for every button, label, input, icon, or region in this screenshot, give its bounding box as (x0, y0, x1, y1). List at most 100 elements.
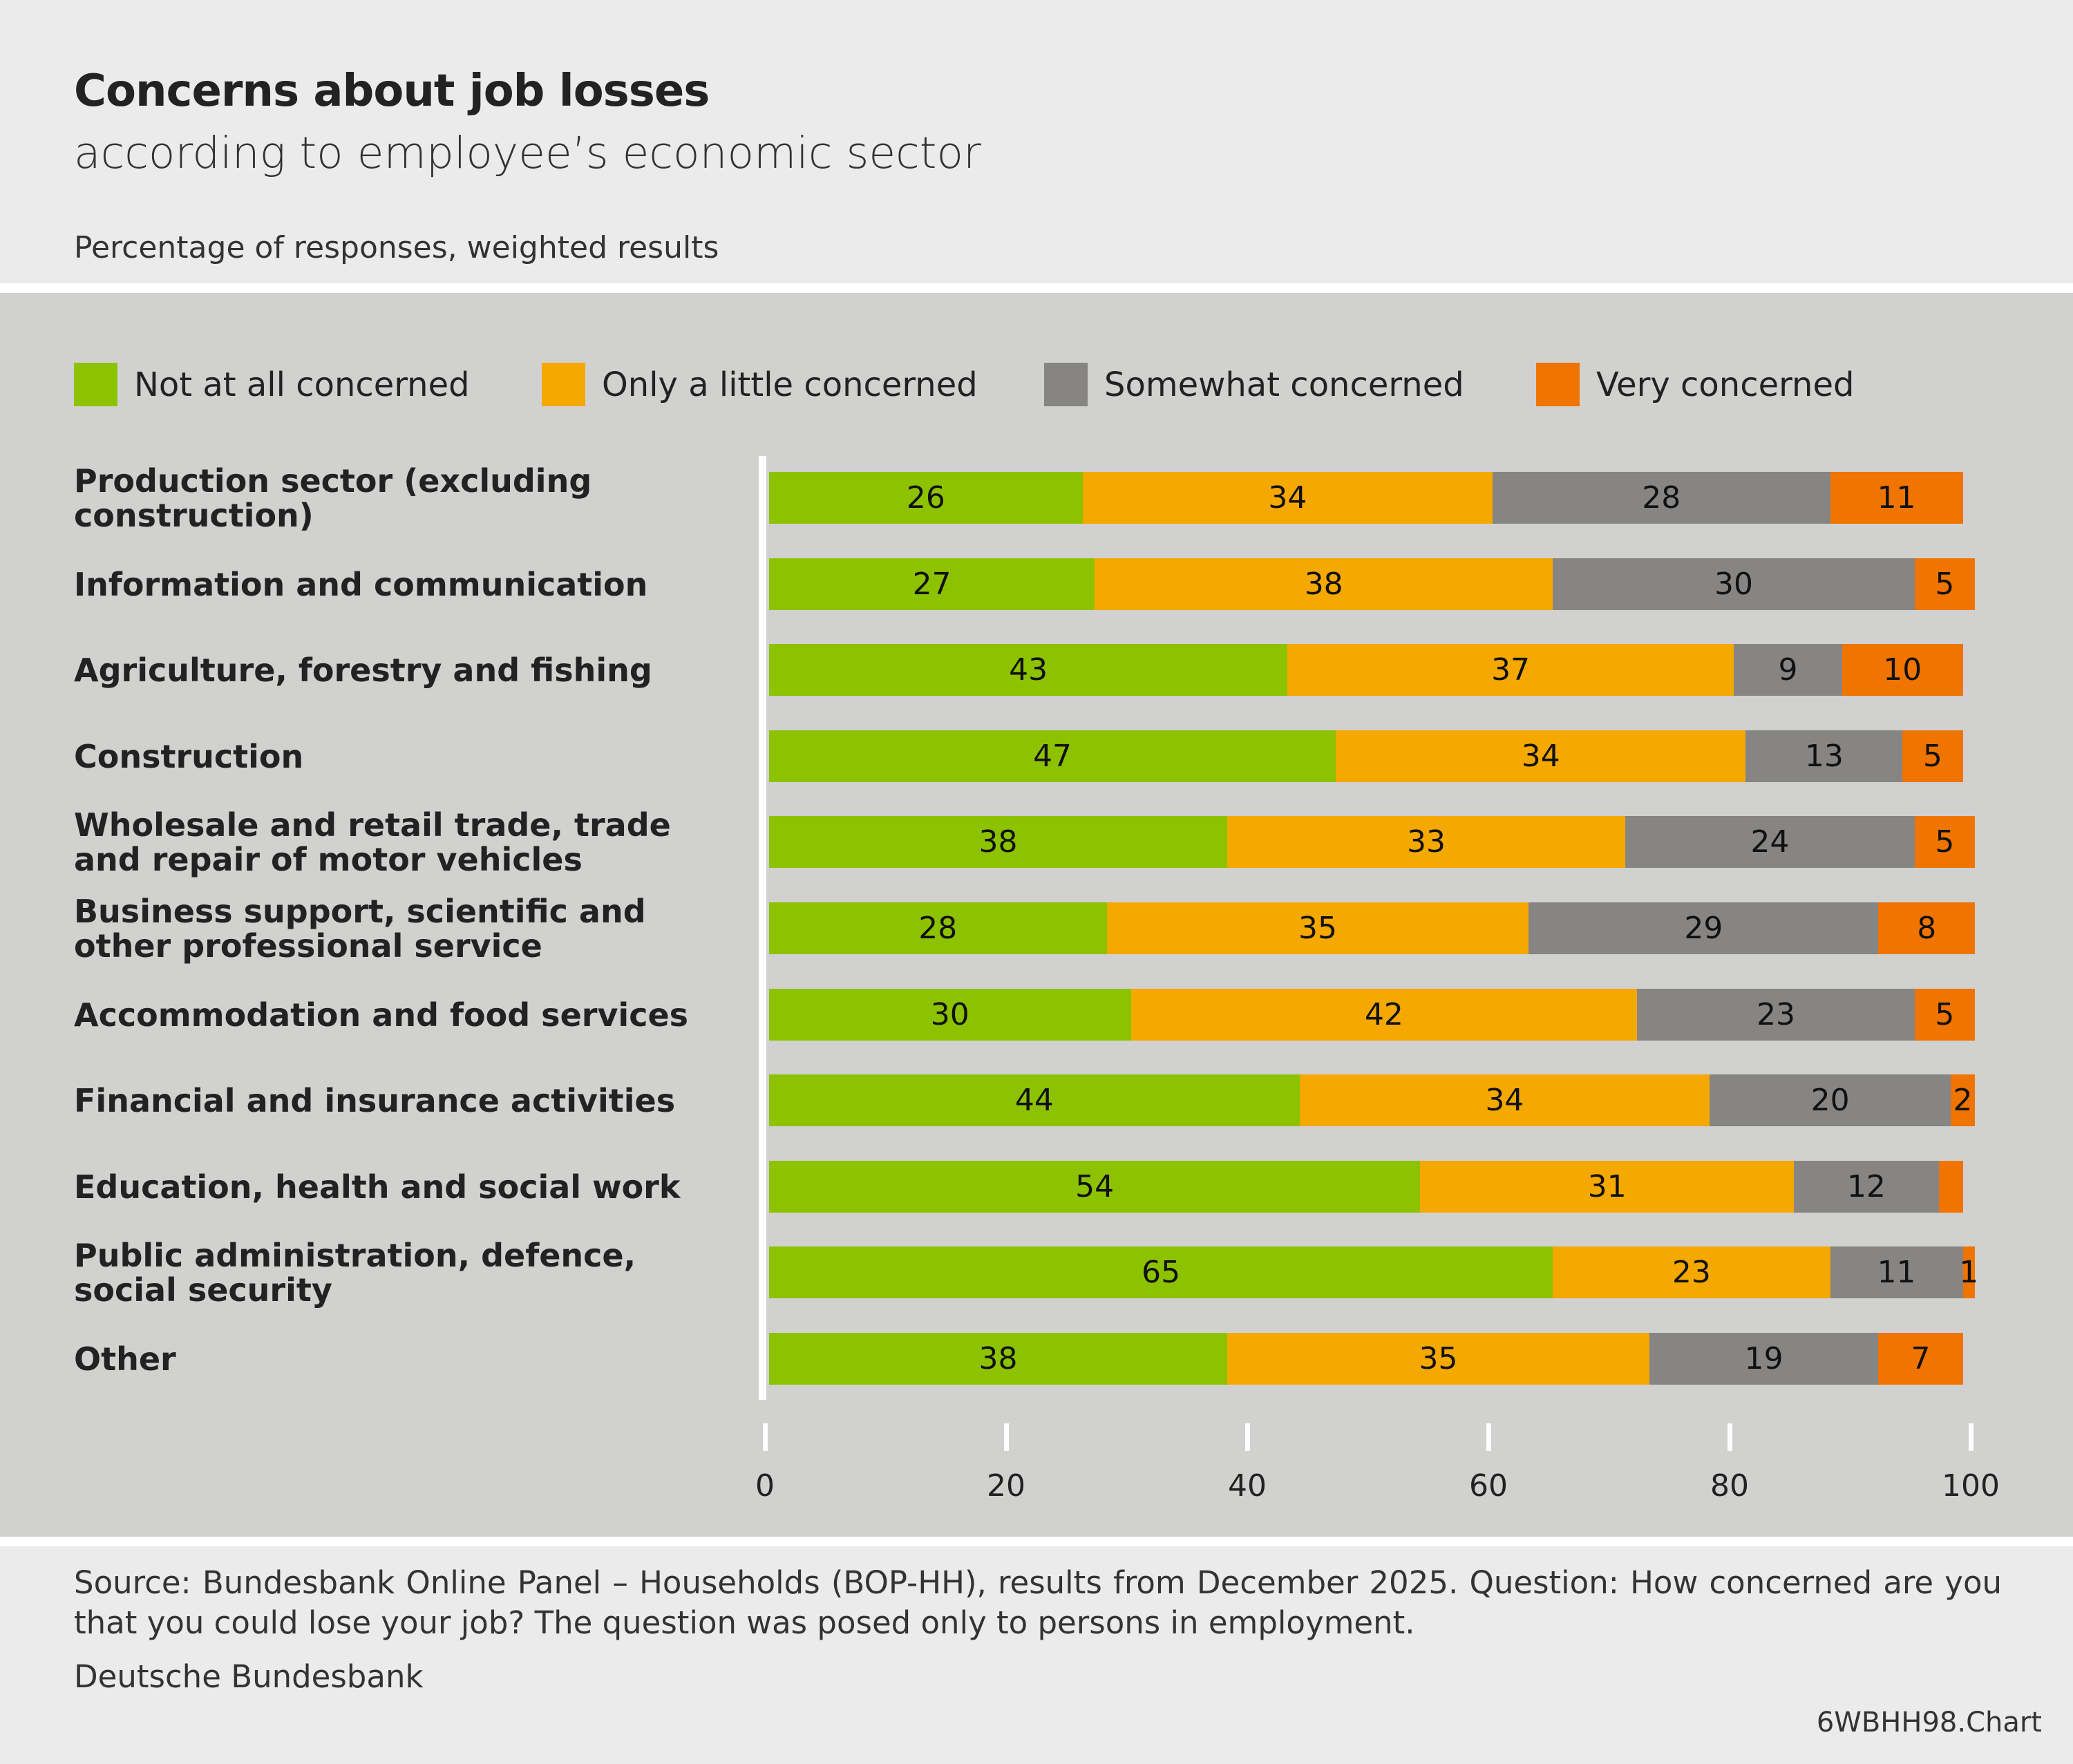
data-label: 1 (1959, 1255, 1979, 1291)
y-axis-line (759, 456, 766, 1400)
data-label: 30 (930, 996, 969, 1032)
data-label: 11 (1877, 480, 1916, 515)
bar-segment: 11 (1830, 472, 1963, 524)
data-label: 9 (1778, 652, 1798, 688)
bar-segment: 5 (1914, 988, 1975, 1041)
legend-label: Only a little concerned (602, 365, 978, 404)
x-tick (1969, 1423, 1973, 1451)
bar-segment: 34 (1299, 1074, 1710, 1127)
data-label: 29 (1684, 911, 1723, 946)
data-label: 34 (1268, 480, 1307, 515)
organization: Deutsche Bundesbank (74, 1658, 424, 1695)
category-label: Other (74, 1340, 176, 1378)
legend-label: Very concerned (1596, 365, 1855, 404)
bar-segment: 5 (1914, 558, 1975, 610)
data-label: 8 (1917, 911, 1937, 946)
bar-segment: 20 (1710, 1074, 1951, 1127)
bar-segment: 38 (769, 816, 1228, 869)
data-label: 38 (978, 824, 1018, 860)
category-label: Wholesale and retail trade, trade and re… (74, 806, 671, 879)
bar-segment: 19 (1649, 1333, 1879, 1385)
x-tick (1245, 1423, 1250, 1451)
x-tick (1727, 1423, 1732, 1451)
data-label: 38 (978, 1341, 1018, 1376)
data-label: 34 (1485, 1083, 1524, 1119)
bar-segment: 7 (1878, 1333, 1963, 1385)
x-tick (1004, 1423, 1009, 1451)
bar-segment: 2 (1951, 1074, 1975, 1127)
source-note: Source: Bundesbank Online Panel – Househ… (74, 1564, 2002, 1641)
category-label: Production sector (excluding constructio… (74, 462, 592, 534)
data-label: 31 (1587, 1168, 1627, 1204)
data-label: 38 (1304, 566, 1343, 602)
category-label: Information and communication (74, 565, 648, 603)
bar-segment: 35 (1227, 1333, 1649, 1385)
data-label: 5 (1922, 738, 1942, 774)
chart-subtitle: according to employee’s economic sector (74, 128, 981, 178)
bar-segment (1938, 1160, 1963, 1213)
bar-segment: 44 (769, 1074, 1300, 1127)
data-label: 5 (1935, 996, 1955, 1032)
data-label: 23 (1672, 1255, 1711, 1291)
category-label: Construction (74, 737, 304, 775)
data-label: 34 (1521, 738, 1560, 774)
bar-segment: 30 (1553, 558, 1915, 610)
data-label: 13 (1804, 738, 1844, 774)
bar-segment: 12 (1794, 1160, 1939, 1213)
x-tick (763, 1423, 768, 1451)
bar-segment: 42 (1130, 988, 1638, 1041)
bar-segment: 26 (769, 472, 1083, 524)
category-label: Agriculture, forestry and fishing (74, 652, 652, 690)
bar-segment: 23 (1553, 1246, 1830, 1299)
bar-segment: 28 (1493, 472, 1830, 524)
data-label: 54 (1075, 1168, 1115, 1204)
bar-segment: 10 (1842, 644, 1963, 696)
data-label: 23 (1757, 996, 1796, 1032)
bar-segment: 5 (1914, 816, 1975, 869)
data-label: 35 (1298, 911, 1337, 946)
x-tick-label: 100 (1942, 1468, 2000, 1504)
bar-segment: 27 (769, 558, 1095, 610)
legend-label: Somewhat concerned (1104, 365, 1464, 404)
legend-label: Not at all concerned (134, 365, 470, 404)
x-tick-label: 60 (1469, 1468, 1508, 1504)
legend-swatch (542, 363, 585, 406)
data-label: 30 (1714, 566, 1753, 602)
bar-segment: 30 (769, 988, 1131, 1041)
data-label: 24 (1750, 824, 1790, 860)
data-label: 19 (1744, 1341, 1783, 1376)
data-label: 7 (1911, 1341, 1931, 1376)
x-tick-label: 0 (755, 1468, 775, 1504)
legend-item: Only a little concerned (542, 363, 978, 406)
legend-item: Somewhat concerned (1044, 363, 1464, 406)
bar-segment: 37 (1287, 644, 1734, 696)
data-label: 5 (1935, 824, 1955, 860)
bar-segment: 31 (1420, 1160, 1795, 1213)
bar-segment: 13 (1745, 730, 1903, 782)
data-label: 44 (1014, 1083, 1054, 1119)
data-label: 26 (906, 480, 945, 515)
data-label: 33 (1407, 824, 1446, 860)
data-label: 28 (918, 911, 958, 946)
bar-segment: 23 (1637, 988, 1915, 1041)
category-label: Financial and insurance activities (74, 1082, 676, 1120)
data-label: 42 (1364, 996, 1403, 1032)
bar-segment: 28 (769, 902, 1107, 954)
legend-swatch (1044, 363, 1088, 406)
bar-segment: 9 (1734, 644, 1843, 696)
x-tick-label: 80 (1710, 1468, 1749, 1504)
chart-title: Concerns about job losses (74, 66, 710, 117)
bar-segment: 54 (769, 1160, 1421, 1213)
data-label: 47 (1033, 738, 1072, 774)
x-tick-label: 40 (1228, 1468, 1267, 1504)
bar-segment: 35 (1106, 902, 1529, 954)
data-label: 11 (1877, 1255, 1916, 1291)
data-label: 65 (1142, 1255, 1181, 1291)
category-label: Accommodation and food services (74, 996, 689, 1034)
bar-segment: 47 (769, 730, 1336, 782)
bar-segment: 11 (1830, 1246, 1963, 1299)
chart-code: 6WBHH98.Chart (1816, 1707, 2042, 1738)
data-label: 10 (1883, 652, 1922, 688)
data-label: 28 (1642, 480, 1681, 515)
bar-segment: 33 (1227, 816, 1625, 869)
